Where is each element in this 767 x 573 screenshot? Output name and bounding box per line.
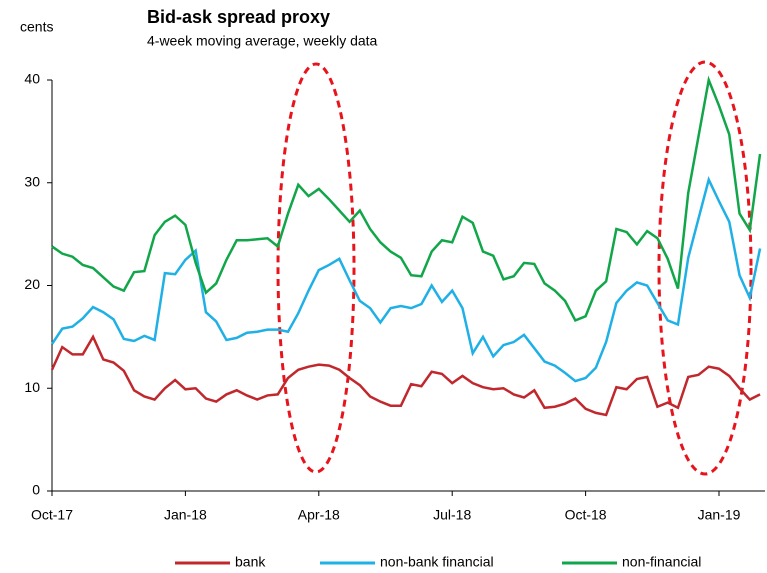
y-tick-label: 30: [24, 173, 40, 189]
x-tick-label: Apr-18: [298, 507, 340, 523]
highlight-ellipse: [276, 62, 356, 474]
chart-title: Bid-ask spread proxy: [147, 7, 330, 27]
x-tick-label: Jul-18: [433, 507, 471, 523]
line-series: [50, 176, 762, 383]
chart-subtitle: 4-week moving average, weekly data: [147, 33, 378, 49]
x-tick-label: Jan-19: [698, 507, 741, 523]
y-tick-label: 0: [32, 482, 40, 498]
x-tick-label: Oct-17: [31, 507, 73, 523]
highlight-ellipse: [657, 60, 753, 476]
legend-label: non-financial: [622, 554, 701, 570]
y-tick-label: 40: [24, 71, 40, 87]
y-tick-label: 20: [24, 276, 40, 292]
line-series: [51, 75, 762, 323]
y-axis-label: cents: [20, 19, 53, 35]
line-series: [50, 334, 761, 417]
y-tick-label: 10: [24, 379, 40, 395]
legend-label: bank: [235, 554, 266, 570]
legend-label: non-bank financial: [380, 554, 494, 570]
x-tick-label: Oct-18: [565, 507, 607, 523]
x-tick-label: Jan-18: [164, 507, 207, 523]
